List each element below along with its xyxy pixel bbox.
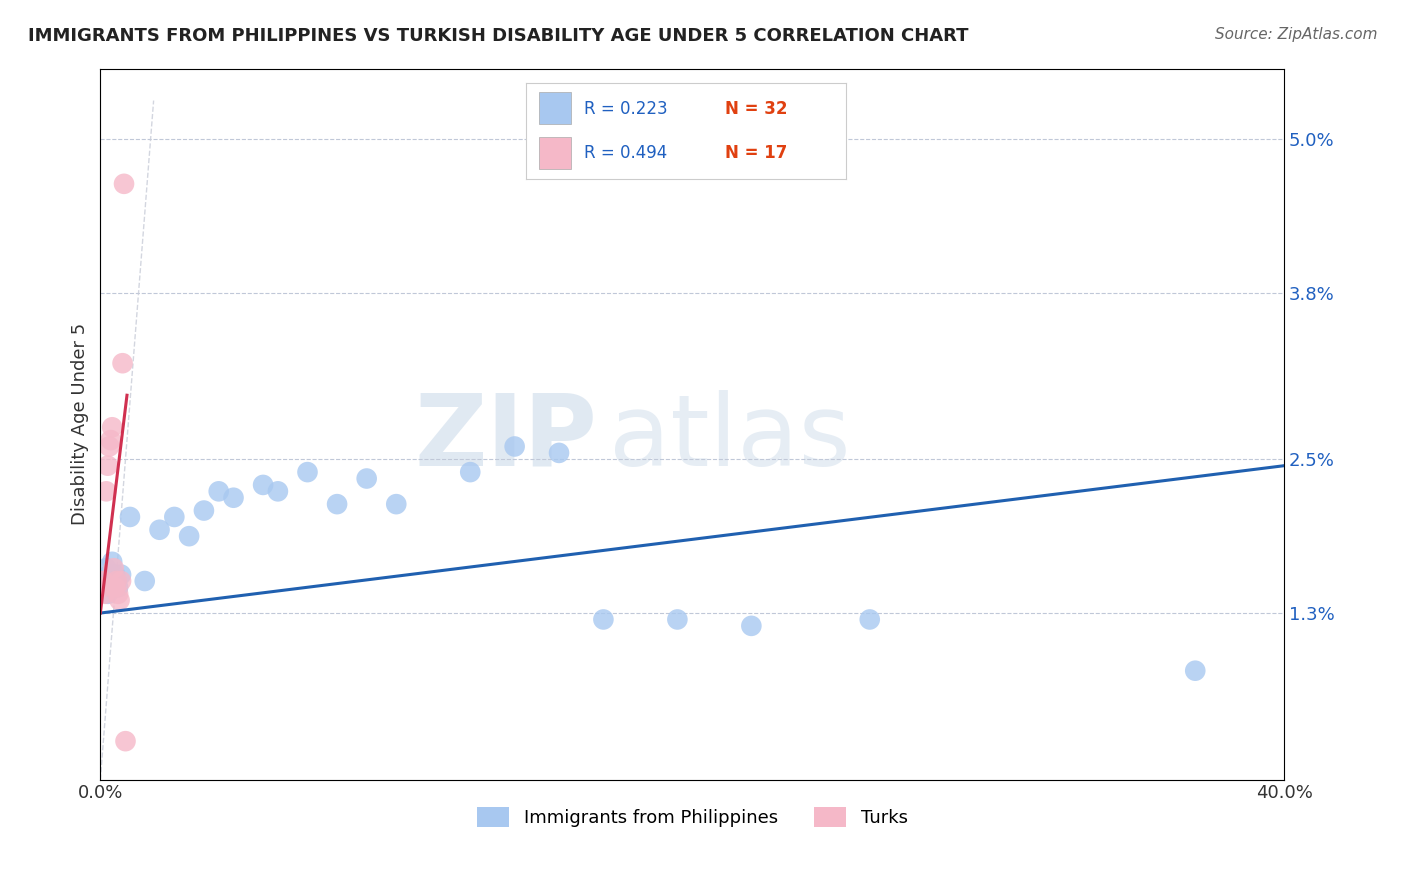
Point bbox=[98, 567, 121, 582]
Point bbox=[114, 734, 136, 748]
Point bbox=[179, 529, 201, 543]
Point bbox=[503, 440, 526, 454]
Point bbox=[193, 503, 215, 517]
Point bbox=[107, 587, 129, 601]
Legend: Immigrants from Philippines, Turks: Immigrants from Philippines, Turks bbox=[470, 800, 915, 835]
Point bbox=[592, 612, 614, 626]
Point bbox=[297, 465, 319, 479]
Point bbox=[1184, 664, 1206, 678]
Text: IMMIGRANTS FROM PHILIPPINES VS TURKISH DISABILITY AGE UNDER 5 CORRELATION CHART: IMMIGRANTS FROM PHILIPPINES VS TURKISH D… bbox=[28, 27, 969, 45]
Text: atlas: atlas bbox=[609, 390, 851, 487]
Point bbox=[100, 433, 122, 447]
Point bbox=[96, 484, 118, 499]
Point bbox=[356, 471, 378, 485]
Point bbox=[90, 581, 112, 595]
Point bbox=[110, 567, 132, 582]
Point bbox=[94, 587, 117, 601]
Point bbox=[859, 612, 882, 626]
Point bbox=[134, 574, 156, 588]
Point bbox=[222, 491, 245, 505]
Point bbox=[101, 555, 124, 569]
Text: ZIP: ZIP bbox=[415, 390, 598, 487]
Point bbox=[252, 478, 274, 492]
Point bbox=[91, 574, 114, 588]
Point bbox=[100, 581, 122, 595]
Point bbox=[740, 619, 762, 633]
Point bbox=[97, 458, 120, 473]
Point bbox=[385, 497, 408, 511]
Point bbox=[163, 510, 186, 524]
Point bbox=[105, 574, 128, 588]
Point bbox=[110, 574, 132, 588]
Point bbox=[108, 593, 131, 607]
Point bbox=[107, 581, 129, 595]
Point bbox=[666, 612, 689, 626]
Point bbox=[458, 465, 481, 479]
Point bbox=[111, 356, 134, 370]
Point bbox=[103, 561, 125, 575]
Point bbox=[101, 420, 124, 434]
Point bbox=[112, 177, 135, 191]
Point bbox=[98, 440, 121, 454]
Point bbox=[96, 561, 118, 575]
Point bbox=[267, 484, 290, 499]
Point bbox=[104, 567, 127, 582]
Point bbox=[94, 574, 117, 588]
Y-axis label: Disability Age Under 5: Disability Age Under 5 bbox=[72, 323, 89, 525]
Point bbox=[326, 497, 349, 511]
Point bbox=[148, 523, 170, 537]
Point bbox=[208, 484, 231, 499]
Point bbox=[118, 510, 141, 524]
Point bbox=[104, 581, 127, 595]
Point bbox=[548, 446, 571, 460]
Text: Source: ZipAtlas.com: Source: ZipAtlas.com bbox=[1215, 27, 1378, 42]
Point bbox=[97, 587, 120, 601]
Point bbox=[105, 574, 128, 588]
